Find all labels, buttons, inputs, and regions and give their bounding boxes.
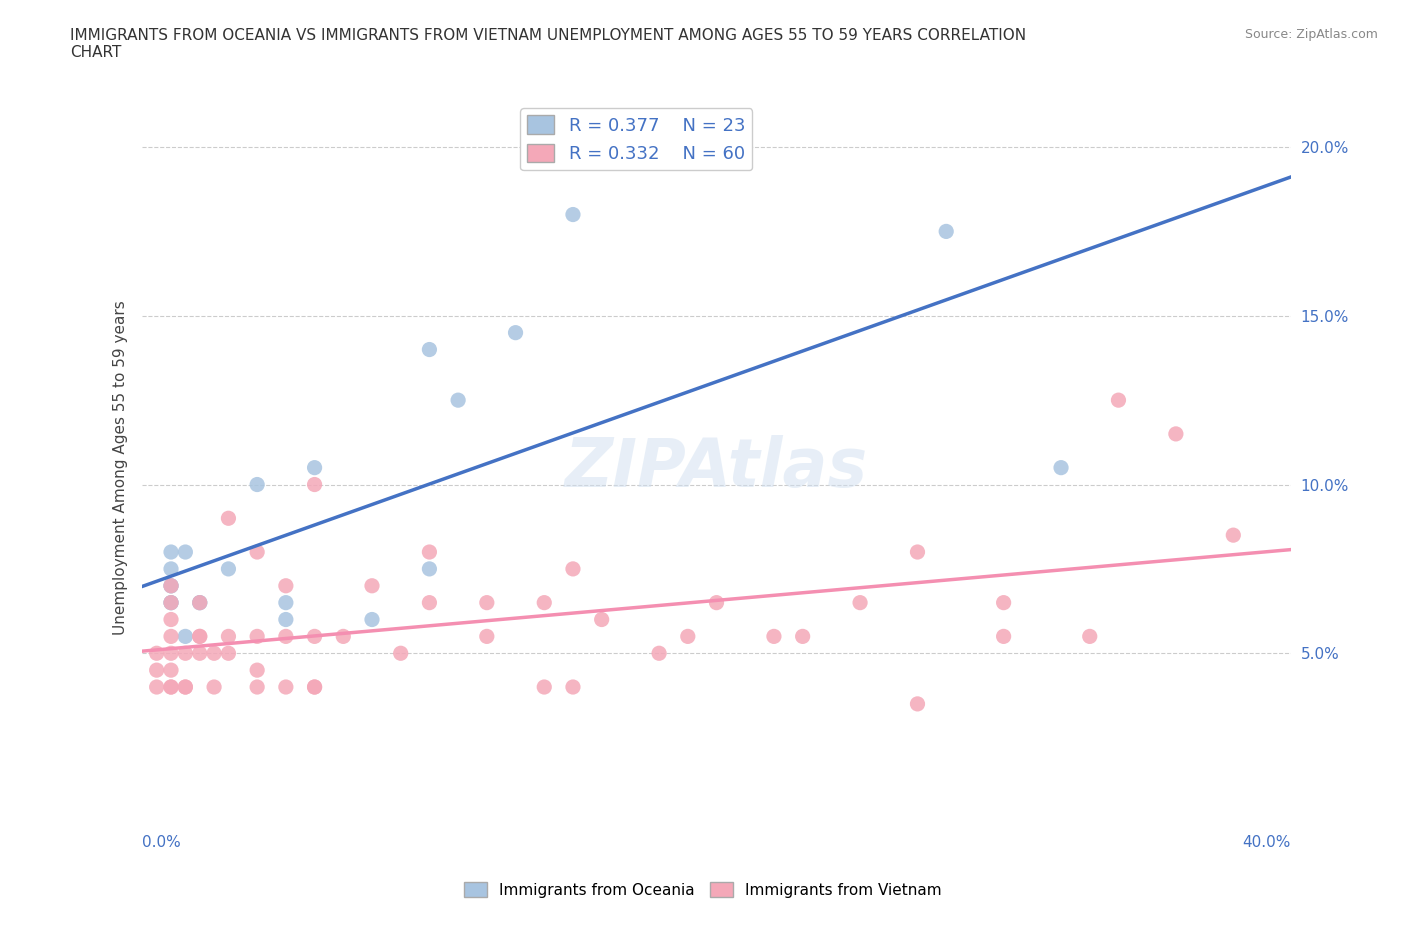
Point — [935, 224, 957, 239]
Point — [160, 578, 183, 593]
Point — [217, 645, 239, 660]
Point — [145, 645, 167, 660]
Point — [202, 645, 225, 660]
Point — [160, 612, 183, 627]
Legend: R = 0.377    N = 23, R = 0.332    N = 60: R = 0.377 N = 23, R = 0.332 N = 60 — [520, 108, 752, 170]
Point — [160, 578, 183, 593]
Point — [1078, 629, 1101, 644]
Point — [274, 595, 297, 610]
Point — [849, 595, 872, 610]
Point — [217, 511, 239, 525]
Point — [361, 578, 384, 593]
Text: IMMIGRANTS FROM OCEANIA VS IMMIGRANTS FROM VIETNAM UNEMPLOYMENT AMONG AGES 55 TO: IMMIGRANTS FROM OCEANIA VS IMMIGRANTS FR… — [70, 28, 1026, 60]
Point — [706, 595, 728, 610]
Point — [145, 663, 167, 678]
Text: ZIPAtlas: ZIPAtlas — [565, 434, 868, 500]
Point — [304, 680, 326, 695]
Point — [304, 680, 326, 695]
Point — [160, 595, 183, 610]
Point — [562, 207, 585, 222]
Point — [1107, 392, 1129, 407]
Text: Source: ZipAtlas.com: Source: ZipAtlas.com — [1244, 28, 1378, 41]
Point — [332, 629, 354, 644]
Point — [188, 595, 211, 610]
Point — [274, 629, 297, 644]
Point — [217, 562, 239, 577]
Point — [160, 545, 183, 560]
Point — [792, 629, 814, 644]
Point — [591, 612, 613, 627]
Point — [174, 680, 197, 695]
Point — [562, 562, 585, 577]
Point — [676, 629, 699, 644]
Point — [648, 645, 671, 660]
Point — [145, 680, 167, 695]
Point — [160, 629, 183, 644]
Point — [188, 645, 211, 660]
Point — [418, 342, 440, 357]
Y-axis label: Unemployment Among Ages 55 to 59 years: Unemployment Among Ages 55 to 59 years — [114, 300, 128, 635]
Point — [304, 477, 326, 492]
Point — [533, 680, 555, 695]
Point — [907, 697, 929, 711]
Legend: Immigrants from Oceania, Immigrants from Vietnam: Immigrants from Oceania, Immigrants from… — [458, 875, 948, 904]
Point — [304, 460, 326, 475]
Point — [160, 680, 183, 695]
Point — [762, 629, 785, 644]
Point — [188, 629, 211, 644]
Point — [475, 629, 498, 644]
Point — [246, 477, 269, 492]
Point — [188, 629, 211, 644]
Point — [533, 595, 555, 610]
Text: 40.0%: 40.0% — [1243, 835, 1291, 850]
Point — [188, 595, 211, 610]
Point — [389, 645, 412, 660]
Point — [475, 595, 498, 610]
Point — [160, 645, 183, 660]
Point — [562, 680, 585, 695]
Point — [505, 326, 527, 340]
Point — [174, 629, 197, 644]
Point — [174, 545, 197, 560]
Point — [274, 612, 297, 627]
Point — [188, 595, 211, 610]
Point — [160, 595, 183, 610]
Point — [993, 595, 1015, 610]
Point — [217, 629, 239, 644]
Point — [1164, 427, 1187, 442]
Point — [274, 578, 297, 593]
Point — [246, 545, 269, 560]
Point — [174, 645, 197, 660]
Point — [993, 629, 1015, 644]
Point — [418, 595, 440, 610]
Point — [418, 545, 440, 560]
Point — [160, 680, 183, 695]
Point — [304, 629, 326, 644]
Point — [160, 663, 183, 678]
Point — [160, 595, 183, 610]
Point — [447, 392, 470, 407]
Point — [1050, 460, 1073, 475]
Point — [202, 680, 225, 695]
Point — [907, 545, 929, 560]
Point — [274, 680, 297, 695]
Text: 0.0%: 0.0% — [142, 835, 181, 850]
Point — [160, 578, 183, 593]
Point — [246, 663, 269, 678]
Point — [160, 562, 183, 577]
Point — [246, 629, 269, 644]
Point — [361, 612, 384, 627]
Point — [418, 562, 440, 577]
Point — [174, 680, 197, 695]
Point — [1222, 527, 1244, 542]
Point — [246, 680, 269, 695]
